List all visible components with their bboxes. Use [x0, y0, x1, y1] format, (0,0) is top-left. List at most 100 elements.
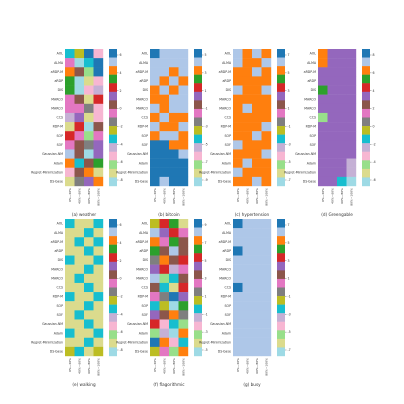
heatmap-cell: [74, 255, 85, 265]
colorbar-segment: [362, 134, 370, 144]
colorbar-segment: [109, 236, 117, 245]
heatmap-cell: [159, 85, 170, 95]
heatmap-cell: [93, 112, 104, 123]
row-label: Regret-Minimization: [284, 170, 316, 174]
panel-caption: (f) flagorithmic: [153, 382, 185, 387]
heatmap-cell: [327, 49, 338, 59]
heatmap-cell: [84, 158, 94, 168]
heatmap-cell: [159, 228, 170, 238]
heatmap-cell: [169, 167, 179, 178]
colorbar-segment: [194, 287, 202, 297]
heatmap-cell: [178, 337, 189, 348]
row-label: aRDP-M: [304, 70, 317, 74]
heatmap-cell: [242, 310, 253, 320]
heatmap-cell: [178, 246, 189, 256]
heatmap-cell: [337, 58, 347, 68]
heatmap-cell: [346, 131, 357, 141]
heatmap-cell: [327, 103, 338, 114]
heatmap-cell: [74, 67, 85, 77]
heatmap-cell: [318, 140, 328, 150]
heatmap-cell: [159, 49, 170, 59]
heatmap-cell: [84, 337, 94, 348]
colorbar-segment: [194, 100, 202, 110]
heatmap-cell: [242, 264, 253, 274]
colorbar-tick-label: -5: [205, 142, 208, 146]
row-label: MARCO: [304, 106, 316, 110]
panel-caption: (g) busy: [243, 382, 261, 387]
heatmap-cell: [150, 176, 160, 187]
colorbar-segment: [277, 244, 285, 254]
heatmap-cell: [65, 76, 75, 86]
heatmap-cell: [242, 76, 253, 86]
row-label: ALMA: [222, 231, 232, 235]
heatmap-cell: [159, 149, 170, 159]
heatmap-cell: [93, 167, 104, 178]
heatmap-cell: [150, 228, 160, 238]
heatmap-cell: [252, 131, 262, 141]
row-label: AOL: [142, 52, 149, 56]
heatmap-cell: [150, 58, 160, 68]
heatmap-cell: [233, 219, 243, 229]
heatmap-cell: [65, 176, 75, 187]
row-label: MARCO: [219, 267, 231, 271]
heatmap-cell: [318, 94, 328, 104]
row-label: SOP: [57, 134, 64, 138]
heatmap-cell: [178, 149, 189, 159]
column-label: 40%~60%: [162, 358, 166, 374]
colorbar-segment: [194, 108, 202, 118]
heatmap-cell: [252, 282, 262, 293]
row-label: Gaussian-NM: [210, 322, 231, 326]
heatmap-cell: [261, 167, 272, 178]
heatmap-cell: [150, 273, 160, 284]
colorbar-tick-label: -8: [120, 178, 123, 182]
heatmap-cell: [233, 176, 243, 187]
colorbar-tick-label: 5: [205, 53, 207, 57]
heatmap-cell: [337, 122, 347, 132]
heatmap-cell: [150, 292, 160, 302]
heatmap-cell: [242, 282, 253, 293]
heatmap-cell: [261, 49, 272, 59]
heatmap-cell: [233, 131, 243, 141]
heatmap-cell: [233, 255, 243, 265]
column-label: 60%~80%: [255, 188, 259, 204]
heatmap-cell: [346, 49, 357, 59]
colorbar-segment: [277, 168, 285, 178]
heatmap-cell: [233, 246, 243, 256]
column-label: 40%~60%: [77, 188, 81, 204]
heatmap-cell: [261, 346, 272, 357]
heatmap-cell: [261, 301, 272, 311]
column-label: 80%~100%: [181, 188, 185, 206]
colorbar-segment: [109, 108, 117, 118]
heatmap-cell: [159, 337, 170, 348]
row-label: ALMA: [139, 231, 149, 235]
colorbar-tick-label: 4: [120, 71, 122, 75]
heatmap-cell: [150, 246, 160, 256]
heatmap-cell: [242, 176, 253, 187]
row-label: MARCO: [136, 276, 148, 280]
column-label: 60%~80%: [87, 358, 91, 374]
colorbar-tick-label: 3: [205, 71, 207, 75]
heatmap-cell: [84, 49, 94, 59]
colorbar-segment: [277, 66, 285, 75]
heatmap-cell: [252, 301, 262, 311]
colorbar-segment: [194, 278, 202, 288]
heatmap-cell: [150, 310, 160, 320]
row-label: Adam: [54, 161, 63, 165]
heatmap-cell: [252, 176, 262, 187]
row-label: aRDP: [307, 79, 316, 83]
row-label: Regret-Minimization: [31, 340, 63, 344]
heatmap-cell: [178, 273, 189, 284]
colorbar-segment: [109, 100, 117, 110]
row-label: SOP: [225, 134, 232, 138]
colorbar-segment: [362, 57, 370, 67]
row-label: DS-base: [303, 180, 316, 184]
column-label: 60%~80%: [172, 188, 176, 204]
colorbar-tick-label: -6: [120, 330, 123, 334]
heatmap-cell: [74, 264, 85, 274]
heatmap-cell: [93, 67, 104, 77]
colorbar-segment: [109, 160, 117, 170]
row-label: ALMA: [139, 61, 149, 65]
heatmap-cell: [74, 273, 85, 284]
heatmap-cell: [169, 282, 179, 293]
colorbar-tick-label: -4: [120, 312, 123, 316]
